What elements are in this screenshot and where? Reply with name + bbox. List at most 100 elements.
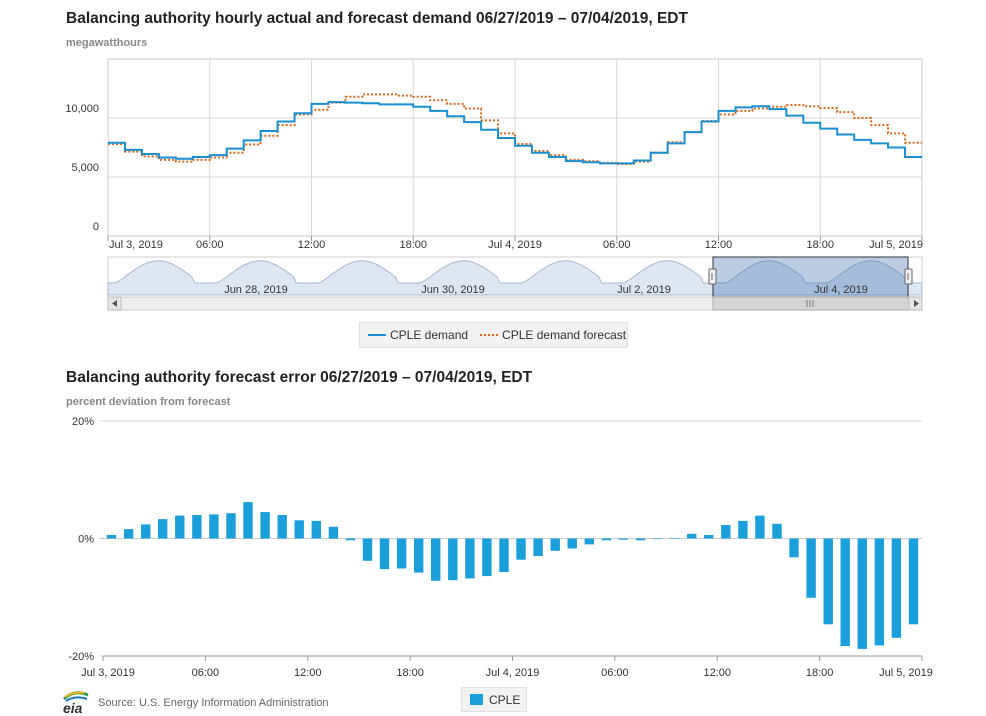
logo-text: eia [63,700,83,715]
navigator-label: Jun 30, 2019 [421,284,485,296]
x-tick-label: 06:00 [601,667,629,679]
navigator-scrollbar[interactable] [107,296,923,311]
x-tick-label: Jul 4, 2019 [486,667,540,679]
chart1-legend: CPLE demand CPLE demand forecast [359,322,628,348]
scrollbar-thumb[interactable] [712,296,910,311]
error-bar[interactable] [379,538,390,570]
error-bar[interactable] [857,538,867,649]
navigator-label: Jul 2, 2019 [617,284,671,296]
error-bar[interactable] [908,538,919,625]
demand-chart: 0 5,000 10,000 Jul 3, 2019 06:00 12:00 18:00 J… [65,58,923,311]
error-bar[interactable] [499,538,509,573]
error-bar[interactable] [704,535,714,539]
legend-demand-item[interactable]: CPLE demand [368,328,468,342]
error-bar[interactable] [465,538,475,579]
error-bar[interactable] [294,520,304,539]
error-bar[interactable] [601,538,612,541]
error-bar[interactable] [891,538,902,638]
legend-demand-swatch [368,334,386,336]
error-bar[interactable] [567,538,577,549]
error-bar[interactable] [158,519,168,539]
error-bar[interactable] [550,538,560,551]
scroll-right-arrow-icon [914,300,919,307]
error-bar[interactable] [277,515,287,539]
error-bar[interactable] [618,538,629,540]
x-tick-label: 18:00 [396,667,424,679]
x-tick-label: 12:00 [705,239,733,251]
x-tick-label: 06:00 [196,239,224,251]
source-note: Source: U.S. Energy Information Administ… [98,697,329,709]
error-bar[interactable] [482,538,492,577]
error-bar[interactable] [533,538,543,557]
error-bar[interactable] [192,515,202,539]
y-tick-label: 0 [93,221,99,233]
error-bar[interactable] [226,513,236,539]
error-bar[interactable] [584,538,594,545]
error-bar[interactable] [396,538,407,569]
y-tick-label: 5,000 [71,162,99,174]
error-bar[interactable] [141,524,151,539]
error-bar[interactable] [823,538,833,625]
error-bar[interactable] [874,538,885,646]
error-bar[interactable] [772,523,782,539]
y-tick-label: 20% [72,416,94,428]
error-bar[interactable] [806,538,816,598]
error-bar[interactable] [789,538,799,558]
legend-demand-label: CPLE demand [390,328,469,342]
error-bar[interactable] [123,529,134,539]
legend-forecast-label: CPLE demand forecast [502,328,627,342]
error-bar[interactable] [362,538,373,561]
chart1-units: megawatthours [66,37,148,49]
navigator-area [107,260,923,296]
error-bar[interactable] [414,538,424,573]
legend-cple-item[interactable]: CPLE [470,693,520,707]
x-tick-label: 06:00 [192,667,220,679]
error-bar[interactable] [345,538,356,541]
error-bar[interactable] [669,537,680,539]
legend-cple-label: CPLE [489,692,521,707]
navigator-label: Jul 4, 2019 [814,284,868,296]
error-bar[interactable] [738,520,748,539]
error-bar[interactable] [448,538,458,581]
x-tick-label: Jul 3, 2019 [109,239,163,251]
x-tick-label: 06:00 [603,239,631,251]
x-tick-label: 12:00 [298,239,326,251]
navigator-label: Jun 28, 2019 [224,284,288,296]
chart2-units: percent deviation from forecast [66,396,231,408]
error-bar[interactable] [840,538,850,647]
error-bar[interactable] [652,538,663,540]
x-tick-label: 18:00 [806,239,834,251]
chart2-legend: CPLE [461,687,527,712]
navigator-selection[interactable] [712,256,909,298]
error-bar[interactable] [687,533,697,539]
error-bar[interactable] [516,538,526,560]
error-bar[interactable] [311,520,321,539]
y-tick-label: -20% [68,651,94,663]
error-bar[interactable] [209,514,219,539]
legend-cple-swatch [470,694,483,705]
x-tick-label: 18:00 [806,667,834,679]
error-bar[interactable] [175,515,185,539]
error-bar[interactable] [243,502,253,539]
legend-forecast-swatch [480,334,499,336]
navigator[interactable]: Jun 28, 2019 Jun 30, 2019 Jul 2, 2019 Jul 4… [107,256,923,298]
eia-logo: eia [62,691,89,715]
error-bar[interactable] [260,512,270,539]
chart1-title: Balancing authority hourly actual and fo… [66,10,688,27]
y-tick-label: 10,000 [65,103,99,115]
error-bar[interactable] [755,515,765,539]
x-tick-label: Jul 5, 2019 [879,667,933,679]
legend-forecast-item[interactable]: CPLE demand forecast [480,328,626,342]
demand-series-line[interactable] [108,101,922,165]
error-bar[interactable] [635,538,646,541]
error-bar[interactable] [106,535,117,539]
x-tick-label: 12:00 [703,667,731,679]
x-tick-label: Jul 3, 2019 [81,667,135,679]
error-bar[interactable] [721,525,731,539]
error-bar[interactable] [328,526,339,539]
error-bar[interactable] [431,538,441,581]
x-tick-label: 12:00 [294,667,322,679]
x-tick-label: Jul 5, 2019 [869,239,923,251]
error-chart: 20% 0% -20% Jul 3, 2019 06:00 12:00 18:00 Jul … [68,416,933,679]
y-tick-label: 0% [78,534,94,546]
